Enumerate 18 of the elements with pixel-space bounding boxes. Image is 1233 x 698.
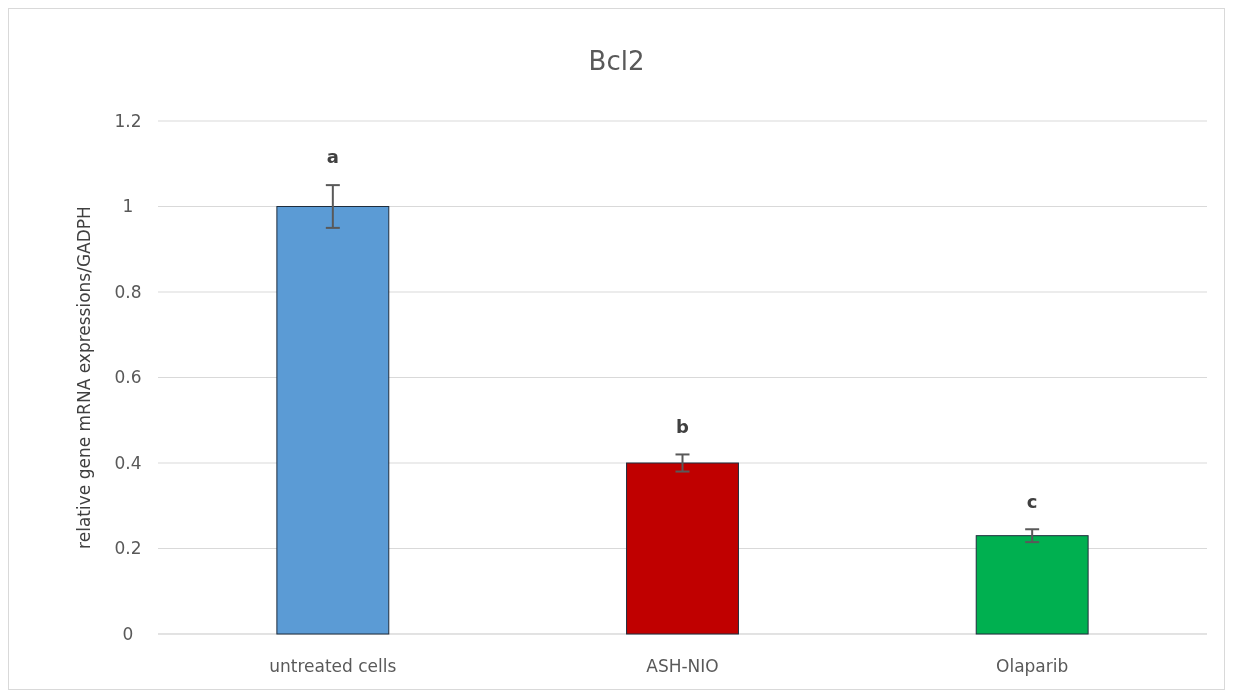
x-tick-label: ASH-NIO bbox=[646, 656, 719, 676]
y-tick-label: 1 bbox=[122, 196, 134, 217]
y-tick-label: 0.8 bbox=[114, 281, 142, 302]
annotation: c bbox=[1026, 490, 1038, 512]
bar bbox=[276, 206, 390, 635]
y-tick-label: 1.2 bbox=[114, 110, 142, 131]
annotation: a bbox=[326, 146, 339, 168]
x-tick-label: untreated cells bbox=[269, 656, 397, 676]
y-tick-label: 0.4 bbox=[114, 452, 142, 473]
bar bbox=[975, 535, 1089, 635]
y-tick-label: 0 bbox=[122, 623, 134, 644]
y-axis-title: relative gene mRNA expressions/GADPH bbox=[74, 206, 94, 549]
y-tick-label: 0.2 bbox=[114, 538, 142, 559]
chart-title: Bcl2 bbox=[588, 46, 645, 76]
y-tick-label: 0.6 bbox=[114, 367, 142, 388]
annotation: b bbox=[676, 415, 690, 437]
x-tick-label: Olaparib bbox=[996, 656, 1069, 676]
bar bbox=[626, 462, 739, 635]
